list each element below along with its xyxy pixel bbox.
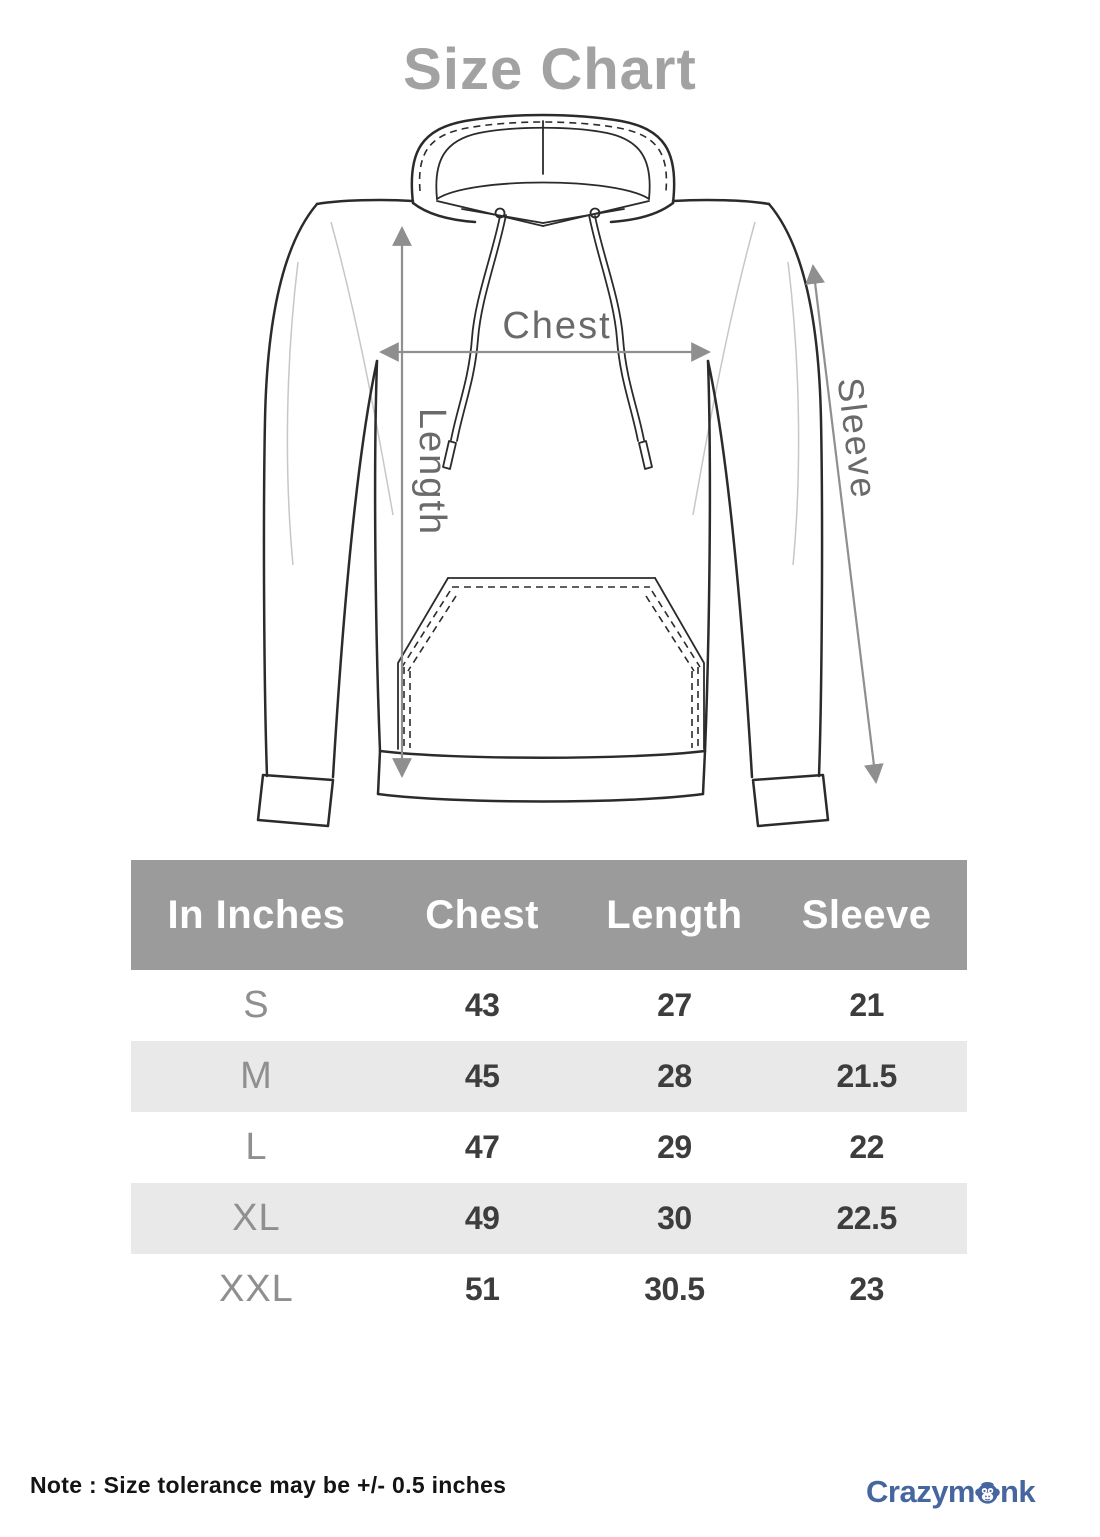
table-header-row: In Inches Chest Length Sleeve <box>131 860 967 970</box>
monkey-face-icon <box>975 1481 1000 1504</box>
chest-value: 47 <box>464 1129 500 1165</box>
table-row-l: L 47 29 22 <box>131 1112 967 1183</box>
dimension-arrows <box>379 226 884 784</box>
sleeve-label: Sleeve <box>830 375 886 501</box>
size-table: In Inches Chest Length Sleeve S 43 27 21… <box>131 860 967 1325</box>
brand-logo-text-left: Crazym <box>866 1474 976 1509</box>
hoodie-diagram: Chest Length Sleeve <box>256 113 886 828</box>
brand-logo-text-right: nk <box>1000 1474 1036 1509</box>
length-value: 30 <box>657 1200 692 1236</box>
hoodie-details <box>397 120 705 750</box>
size-label: M <box>240 1055 273 1097</box>
page-title: Size Chart <box>403 37 697 102</box>
header-cell-in-inches: In Inches <box>167 892 346 937</box>
table-row-xl: XL 49 30 22.5 <box>131 1183 967 1254</box>
sleeve-value: 21.5 <box>836 1058 898 1094</box>
chest-label: Chest <box>502 305 611 347</box>
header-cell-length: Length <box>606 892 743 937</box>
sleeve-value: 22 <box>849 1129 884 1165</box>
length-value: 27 <box>657 987 692 1023</box>
header-cell-chest: Chest <box>425 892 539 937</box>
sleeve-value: 21 <box>849 987 884 1023</box>
table-row-s: S 43 27 21 <box>131 970 967 1041</box>
sleeve-value: 22.5 <box>836 1200 898 1236</box>
length-value: 29 <box>657 1129 692 1165</box>
note-text: Note : Size tolerance may be +/- 0.5 inc… <box>30 1472 507 1498</box>
length-value: 28 <box>657 1058 692 1094</box>
length-value: 30.5 <box>644 1271 705 1307</box>
size-label: XXL <box>218 1268 294 1310</box>
sleeve-arrow <box>805 264 884 784</box>
chest-value: 45 <box>464 1058 500 1094</box>
brand-logo: Crazym nk <box>866 1474 1036 1510</box>
size-label: XL <box>232 1197 281 1239</box>
chest-value: 43 <box>464 987 500 1023</box>
length-label: Length <box>411 408 453 536</box>
hoodie-outline <box>256 113 830 828</box>
table-row-xxl: XXL 51 30.5 23 <box>131 1254 967 1325</box>
table-row-m: M 45 28 21.5 <box>131 1041 967 1112</box>
size-label: L <box>245 1126 268 1168</box>
sleeve-value: 23 <box>849 1271 884 1307</box>
header-cell-sleeve: Sleeve <box>801 892 932 937</box>
chest-value: 51 <box>464 1271 500 1307</box>
crease-lines <box>286 221 800 566</box>
size-label: S <box>243 984 270 1026</box>
chest-value: 49 <box>464 1200 500 1236</box>
